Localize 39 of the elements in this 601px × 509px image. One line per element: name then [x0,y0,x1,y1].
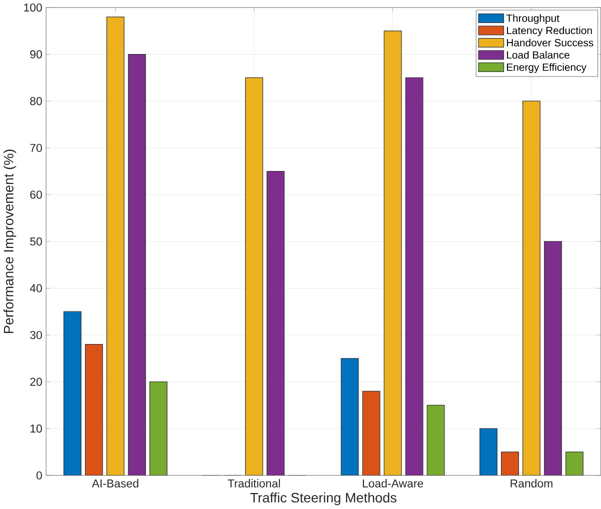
bar [245,78,264,476]
y-tick-label: 90 [30,50,42,59]
y-tick-label: 60 [30,190,42,199]
y-tick-label: 10 [30,424,42,433]
bar [479,428,498,476]
y-tick-label: 50 [30,238,42,246]
bar [128,54,146,476]
bar [63,311,82,476]
y-tick-label: 70 [30,144,42,152]
bar [362,391,380,476]
x-tick-label: Load-Aware [362,479,424,488]
legend-label: Throughput [506,14,560,24]
bar [500,452,519,476]
bar [405,78,424,476]
y-tick-label: 100 [24,4,42,12]
x-axis-title: Traffic Steering Methods [250,492,396,506]
bar [266,171,285,476]
y-tick-label: 20 [30,378,42,386]
legend-label: Energy Efficiency [506,63,586,74]
legend-label: Load Balance [506,51,570,59]
bar [544,241,562,476]
bar [384,30,402,476]
y-tick-label: 30 [30,331,42,340]
bar [149,382,168,476]
y-tick-label: 40 [30,284,42,292]
legend-label: Handover Success [506,38,594,47]
bar [106,16,124,476]
x-tick-label: Traditional [228,479,280,488]
x-tick-label: AI-Based [92,479,138,488]
bar [522,100,540,476]
y-tick-label: 0 [36,471,42,480]
bar [565,452,584,476]
bar [84,344,103,476]
bar [340,358,359,476]
x-tick-label: Random [510,479,552,488]
y-tick-label: 80 [30,97,42,106]
legend-label: Latency Reduction [506,26,592,36]
y-axis-title: Performance Improvement (%) [3,150,16,334]
bar [426,405,445,476]
